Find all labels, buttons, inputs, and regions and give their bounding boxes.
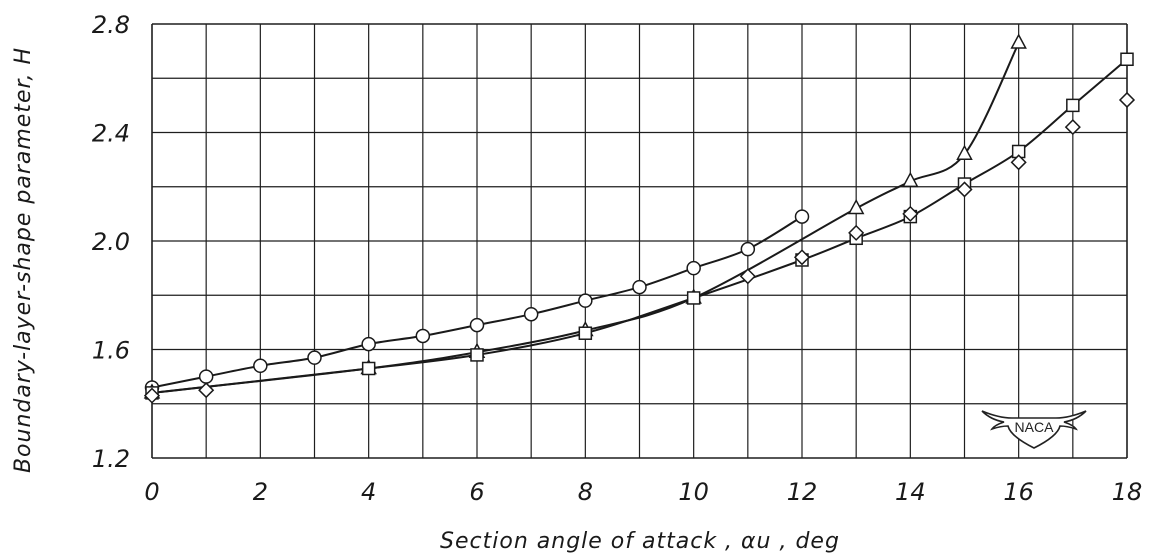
- data-point-square: [1066, 98, 1080, 113]
- y-tick-labels: 1.2 1.6 2.0 2.4 2.8: [92, 11, 130, 473]
- x-axis-label: Section angle of attack , αu , deg: [440, 529, 840, 554]
- data-point-circle: [253, 358, 268, 374]
- x-tick-label: 4: [361, 478, 376, 506]
- x-tick-labels: 0 2 4 6 8 10 12 14 16 18: [144, 478, 1142, 506]
- series-markers: [143, 33, 1136, 404]
- data-point-triangle: [902, 171, 919, 188]
- data-point-square: [470, 348, 484, 362]
- data-point-circle: [198, 369, 214, 384]
- naca-logo: NACA: [981, 410, 1087, 449]
- data-point-circle: [632, 279, 647, 295]
- data-point-diamond: [902, 205, 919, 222]
- y-axis-label: Boundary-layer-shape parameter, H: [11, 47, 36, 473]
- data-point-circle: [794, 209, 810, 224]
- x-tick-label: 2: [253, 478, 268, 506]
- x-tick-label: 0: [144, 478, 159, 506]
- data-point-square: [361, 361, 376, 376]
- data-point-circle: [361, 336, 376, 352]
- x-tick-label: 16: [1003, 478, 1034, 506]
- data-point-diamond: [739, 268, 756, 285]
- x-tick-label: 18: [1112, 478, 1143, 506]
- x-tick-label: 8: [578, 478, 593, 506]
- data-point-square: [1120, 52, 1134, 67]
- data-point-square: [686, 291, 701, 305]
- naca-logo-text: NACA: [1015, 419, 1055, 435]
- data-point-diamond: [1010, 154, 1027, 171]
- grid: [151, 23, 1128, 459]
- data-point-circle: [415, 328, 431, 344]
- y-tick-label: 2.0: [92, 228, 130, 256]
- data-point-circle: [523, 306, 539, 322]
- y-tick-label: 1.6: [92, 337, 130, 365]
- y-tick-label: 1.2: [92, 445, 130, 473]
- data-point-circle: [307, 350, 322, 365]
- data-point-circle: [686, 260, 701, 276]
- data-point-diamond: [198, 382, 215, 399]
- data-point-diamond: [793, 249, 811, 266]
- data-point-triangle: [847, 198, 865, 215]
- x-tick-label: 12: [787, 478, 818, 506]
- data-point-square: [578, 326, 593, 340]
- y-tick-label: 2.8: [92, 11, 130, 39]
- data-point-diamond: [143, 387, 161, 404]
- x-tick-label: 14: [895, 478, 926, 506]
- x-tick-label: 10: [678, 478, 709, 506]
- data-point-triangle: [956, 144, 973, 160]
- data-point-diamond: [848, 224, 865, 241]
- data-point-circle: [469, 317, 485, 333]
- y-tick-label: 2.4: [92, 120, 130, 148]
- x-tick-label: 6: [469, 478, 484, 506]
- data-point-circle: [578, 293, 593, 308]
- data-point-diamond: [1064, 119, 1081, 136]
- data-point-circle: [740, 241, 756, 257]
- data-point-diamond: [956, 181, 973, 198]
- data-point-triangle: [1010, 33, 1027, 49]
- data-point-diamond: [1118, 91, 1136, 109]
